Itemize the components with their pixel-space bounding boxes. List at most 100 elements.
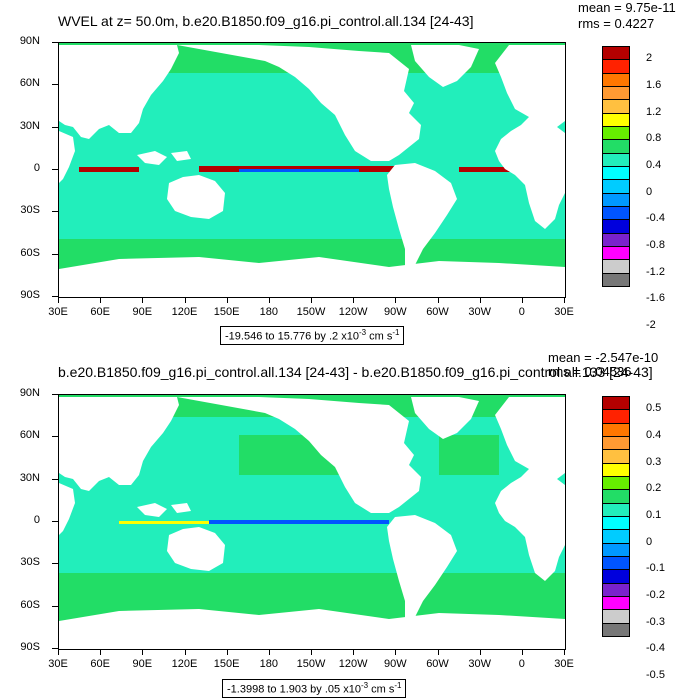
legend-swatch (602, 152, 630, 167)
longitude-tick (479, 297, 481, 303)
latitude-tick-label: 30N (19, 471, 40, 484)
latitude-tick-label: 0 (33, 514, 40, 526)
panel-title: WVEL at z= 50.0m, b.e20.B1850.f09_g16.pi… (58, 13, 474, 29)
legend-label: 1.2 (646, 105, 662, 118)
land-mass (411, 45, 479, 87)
ocean-field-map (59, 43, 565, 297)
longitude-tick (226, 297, 228, 303)
legend-swatch (602, 112, 630, 127)
longitude-tick (353, 297, 355, 303)
longitude-tick (268, 649, 270, 655)
legend-swatch (602, 449, 630, 464)
legend-swatch (602, 436, 630, 451)
legend-label: 0.3 (646, 455, 662, 468)
longitude-tick-label: 150W (296, 658, 326, 670)
legend-swatch (602, 516, 630, 531)
legend-swatch (602, 422, 630, 437)
legend-swatch (602, 596, 630, 611)
longitude-tick-label: 30E (48, 658, 68, 670)
legend-label: -1.2 (646, 265, 665, 278)
longitude-tick-label: 180 (259, 306, 278, 318)
longitude-tick-label: 120W (338, 658, 368, 670)
latitude-tick-label: 90N (19, 387, 40, 399)
land-mass (387, 515, 457, 625)
legend-swatch (602, 59, 630, 74)
legend-label: -0.4 (646, 642, 665, 655)
latitude-tick (52, 436, 58, 438)
legend-swatch (602, 529, 630, 544)
legend-swatch (602, 206, 630, 221)
mean-stat: mean = 9.75e-11 (578, 0, 676, 15)
latitude-tick-label: 60N (19, 77, 40, 90)
longitude-tick (521, 649, 523, 655)
legend-label: 1.6 (646, 79, 662, 91)
longitude-tick-label: 60E (90, 658, 110, 670)
legend-swatch (602, 126, 630, 141)
longitude-tick (100, 297, 102, 303)
longitude-tick (226, 649, 228, 655)
legend-swatch (602, 609, 630, 624)
longitude-tick (521, 297, 523, 303)
longitude-tick-label: 30E (554, 658, 574, 670)
contour-range-label: -1.3998 to 1.903 by .05 x10-3 cm s-1 (222, 679, 407, 698)
equatorial-anomaly-indian (119, 521, 209, 524)
latitude-tick (52, 648, 58, 649)
longitude-tick-label: 30W (468, 658, 491, 670)
contour-range-label: -19.546 to 15.776 by .2 x10-3 cm s-1 (220, 326, 405, 345)
longitude-tick-label: 60W (426, 658, 449, 670)
longitude-tick (184, 297, 186, 303)
legend-swatch (602, 502, 630, 517)
latitude-tick-label: 30S (20, 556, 40, 569)
longitude-tick (268, 297, 270, 303)
legend-swatch (602, 542, 630, 557)
longitude-tick-label: 120E (171, 306, 198, 318)
legend-swatch (602, 582, 630, 597)
longitude-tick-label: 60W (426, 306, 449, 318)
legend-label: -1.6 (646, 292, 665, 305)
legend-swatch (602, 72, 630, 87)
legend-swatch (602, 99, 630, 114)
latitude-tick-label: 90S (20, 289, 40, 301)
legend-swatch (602, 622, 630, 637)
longitude-tick (564, 649, 565, 655)
longitude-tick-label: 90W (384, 306, 407, 318)
longitude-tick-label: 180 (259, 658, 278, 670)
legend-swatch (602, 272, 630, 287)
legend-label: -0.4 (646, 212, 665, 225)
land-mass (137, 503, 167, 517)
latitude-tick-label: 90S (20, 641, 40, 653)
legend-swatch (602, 166, 630, 181)
land-mass (59, 609, 565, 649)
longitude-tick-label: 60E (90, 306, 110, 318)
legend-label: 0.5 (646, 402, 662, 415)
land-mass (495, 45, 565, 229)
legend-swatch (602, 409, 630, 424)
latitude-tick-label: 0 (33, 162, 40, 174)
legend-swatch (602, 139, 630, 154)
legend-label: 0.2 (646, 482, 662, 495)
latitude-tick (52, 253, 58, 255)
longitude-tick (437, 297, 439, 303)
land-mass (171, 503, 191, 513)
legend-label: -2 (646, 319, 656, 331)
latitude-tick (52, 84, 58, 86)
land-mass (59, 45, 179, 139)
longitude-tick-label: 150E (213, 658, 240, 670)
latitude-tick (52, 521, 58, 522)
land-mass (177, 45, 421, 161)
legend-label: 0.8 (646, 132, 662, 145)
longitude-tick-label: 0 (518, 306, 525, 318)
legend-label: 0 (646, 535, 653, 548)
land-mass (59, 131, 75, 183)
longitude-tick-label: 30E (554, 306, 574, 318)
ocean-field-map (59, 395, 565, 649)
longitude-tick (395, 649, 397, 655)
latitude-tick-label: 30N (19, 119, 40, 132)
legend-label: -0.1 (646, 562, 665, 575)
latitude-tick-label: 30S (20, 204, 40, 217)
legend-swatch (602, 489, 630, 504)
legend-swatch (602, 86, 630, 101)
legend-swatch (602, 259, 630, 274)
legend-label: -0.5 (646, 669, 665, 681)
longitude-tick (142, 649, 144, 655)
